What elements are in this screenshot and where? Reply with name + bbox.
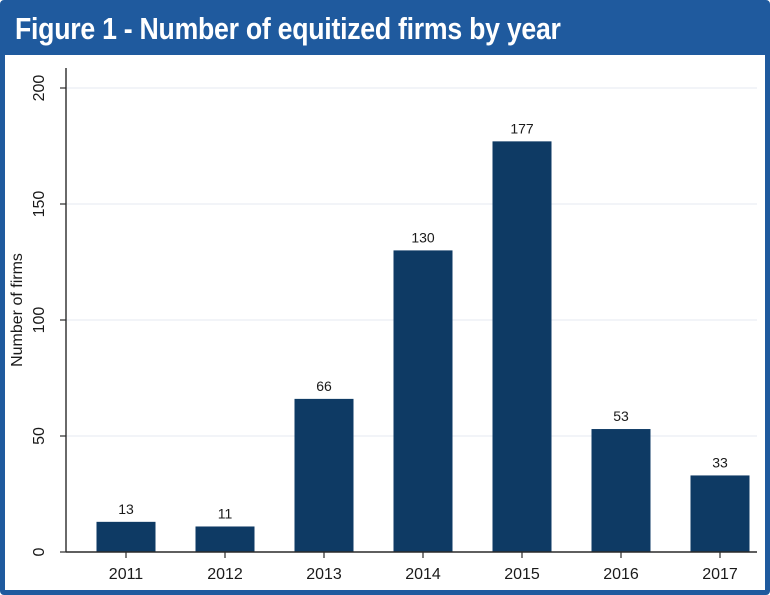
- y-tick-label: 50: [31, 427, 48, 445]
- x-tick-label-2011: 2011: [109, 566, 144, 583]
- x-tick-label-2012: 2012: [207, 566, 243, 583]
- y-tick-label: 200: [31, 75, 48, 102]
- y-tick-label: 150: [31, 191, 48, 218]
- x-tick-label-2013: 2013: [306, 566, 342, 583]
- x-tick-label-2015: 2015: [504, 566, 540, 583]
- x-tick-label-2017: 2017: [702, 566, 738, 583]
- x-tick-label-2014: 2014: [405, 566, 441, 583]
- data-label-2017: 33: [712, 454, 728, 470]
- y-tick-label: 0: [31, 547, 48, 556]
- y-axis-ticks: 0 50 100 150 200: [31, 75, 66, 556]
- bar-2017: [690, 475, 750, 552]
- data-label-2011: 13: [118, 501, 134, 517]
- bar-2011: [96, 521, 156, 552]
- bars: [96, 141, 750, 553]
- data-label-2015: 177: [510, 120, 534, 136]
- data-label-2013: 66: [316, 378, 332, 394]
- bar-2013: [294, 398, 354, 552]
- data-label-2014: 130: [411, 229, 435, 245]
- title-bar: Figure 1 - Number of equitized firms by …: [5, 5, 765, 55]
- bar-2012: [195, 526, 255, 552]
- y-axis-label: Number of firms: [9, 253, 26, 367]
- x-tick-label-2016: 2016: [603, 566, 639, 583]
- y-tick-label: 100: [31, 307, 48, 334]
- chart-title: Figure 1 - Number of equitized firms by …: [15, 11, 561, 46]
- data-label-2012: 11: [218, 505, 233, 521]
- x-axis-ticks: 2011 2012 2013 2014 2015 2016 2017: [109, 552, 738, 583]
- bar-2015: [492, 141, 552, 553]
- data-label-2016: 53: [613, 408, 629, 424]
- data-labels: 13 11 66 130 177 53 33: [118, 120, 728, 521]
- bar-2014: [393, 250, 453, 552]
- bar-2016: [591, 429, 651, 552]
